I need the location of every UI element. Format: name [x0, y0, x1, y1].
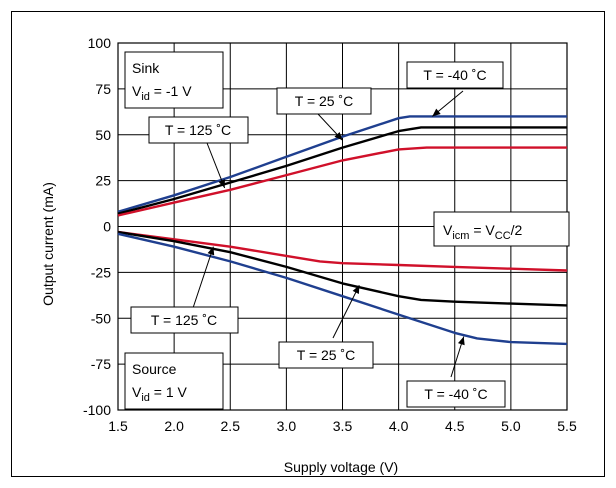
series-line: [117, 126, 567, 215]
source-label: Source: [132, 361, 177, 377]
y-tick-label: -50: [91, 310, 111, 326]
leader-arrowhead: [457, 336, 465, 346]
y-tick-label: 25: [95, 173, 111, 189]
leader-line: [206, 142, 226, 189]
series-line: [117, 230, 568, 307]
vicm-text: Vicm = VCC/2: [443, 222, 523, 242]
label-src-m40-text: T = -40 ˚C: [424, 386, 487, 402]
leader-arrowhead: [334, 132, 343, 141]
leader-arrowhead: [218, 179, 225, 188]
x-tick-label: 5.0: [501, 418, 521, 434]
series-lines: [117, 115, 568, 346]
y-tick-label: 0: [103, 219, 111, 235]
source-condition-box: [124, 352, 224, 410]
y-tick-label: -25: [91, 264, 111, 280]
label-src-25-text: T = 25 ˚C: [297, 347, 356, 363]
y-tick-label: 100: [88, 35, 112, 51]
series-line: [117, 146, 567, 217]
y-tick-label: -75: [91, 356, 111, 372]
leader-arrowhead: [432, 108, 441, 117]
sink-label: Sink: [132, 60, 160, 76]
series-line: [117, 115, 567, 213]
sink-vid-text: Vid = -1 V: [132, 83, 192, 103]
x-tick-label: 4.0: [389, 418, 409, 434]
sink-condition-box: [124, 51, 224, 109]
y-tick-label: 50: [95, 127, 111, 143]
x-tick-label: 2.5: [221, 418, 241, 434]
label-sink-m40-text: T = -40 ˚C: [423, 67, 486, 83]
x-tick-label: 3.5: [333, 418, 353, 434]
label-sink-125: [148, 116, 249, 144]
label-src-m40: [406, 380, 506, 408]
x-tick-label: 3.0: [277, 418, 297, 434]
label-sink-25-text: T = 25 ˚C: [295, 93, 354, 109]
y-tick-label: 75: [95, 81, 111, 97]
series-line: [117, 230, 568, 272]
x-axis-label: Supply voltage (V): [284, 459, 398, 475]
x-tick-label: 1.5: [108, 418, 128, 434]
y-axis-label: Output current (mA): [40, 182, 56, 306]
vicm-box: [433, 211, 570, 247]
source-vid-text: Vid = 1 V: [132, 384, 188, 404]
series-line: [117, 232, 568, 346]
label-sink-125-text: T = 125 ˚C: [165, 122, 231, 138]
leader-lines: [191, 90, 465, 378]
annotations: Sink Vid = -1 V Source Vid = 1 V Vicm = VCC/…: [124, 51, 570, 410]
x-tick-label: 5.5: [557, 418, 577, 434]
label-src-25: [278, 341, 374, 369]
label-src-125: [130, 306, 239, 334]
label-sink-25: [276, 87, 372, 115]
leader-arrowhead: [352, 285, 360, 294]
label-src-125-text: T = 125 ˚C: [151, 312, 217, 328]
label-sink-m40: [406, 61, 504, 89]
x-tick-label: 4.5: [445, 418, 465, 434]
leader-line: [332, 284, 360, 339]
axis-ticks: 1.5 2.0 2.5 3.0 3.5 4.0 4.5 5.0 5.5 100 75 50 25 0 -25…: [83, 35, 577, 434]
leader-line: [191, 246, 214, 312]
y-tick-label: -100: [83, 402, 111, 418]
leader-arrowhead: [207, 246, 215, 256]
x-tick-label: 2.0: [164, 418, 184, 434]
